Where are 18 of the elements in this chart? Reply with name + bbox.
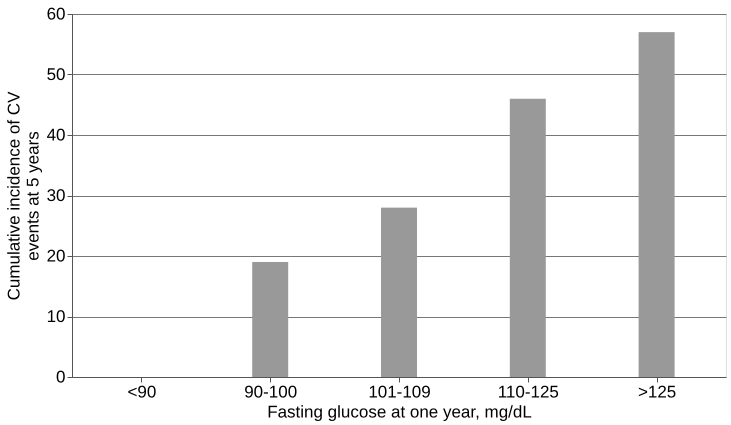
x-tick-label: 110-125: [498, 382, 559, 402]
y-tick-label: 30: [46, 186, 66, 205]
y-tick-label: 50: [46, 65, 66, 84]
y-axis-title: Cumulative incidence of CV events at 5 years: [4, 90, 43, 300]
x-axis-title: Fasting glucose at one year, mg/dL: [267, 402, 532, 422]
y-tick-label: 0: [56, 368, 66, 386]
bar: [638, 32, 675, 377]
bar: [510, 98, 546, 377]
y-tick-label: 40: [46, 126, 66, 144]
y-tick-label: 10: [46, 307, 66, 326]
y-tick-label: 60: [46, 4, 66, 24]
x-tick-label: >125: [638, 382, 676, 402]
y-tick-label: 20: [46, 246, 66, 266]
x-tick-label: 101-109: [368, 382, 431, 402]
x-tick-label: 90-100: [244, 382, 298, 402]
x-tick-label: <90: [127, 382, 156, 402]
bar: [252, 262, 288, 377]
bar: [381, 208, 417, 377]
